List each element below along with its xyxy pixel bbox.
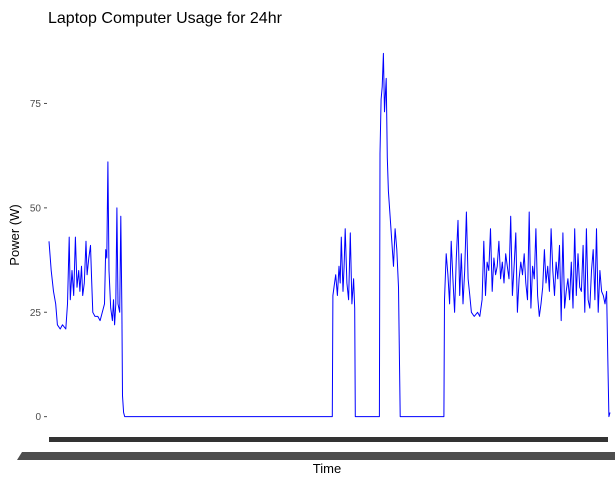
y-tick-label: 0 bbox=[35, 412, 41, 423]
y-tick-label: 75 bbox=[30, 99, 42, 110]
chart-title: Laptop Computer Usage for 24hr bbox=[48, 10, 283, 27]
x-tick-marks-band bbox=[49, 437, 608, 442]
x-axis-title: Time bbox=[313, 461, 341, 476]
y-tick-label: 25 bbox=[30, 308, 42, 319]
power-series-line bbox=[48, 52, 611, 418]
y-tick-label: 50 bbox=[30, 203, 42, 214]
y-axis: 0 25 50 75 bbox=[30, 99, 47, 423]
x-axis-tick-labels bbox=[17, 437, 615, 460]
y-axis-title: Power (W) bbox=[7, 204, 22, 265]
x-tick-labels-band bbox=[17, 452, 615, 460]
